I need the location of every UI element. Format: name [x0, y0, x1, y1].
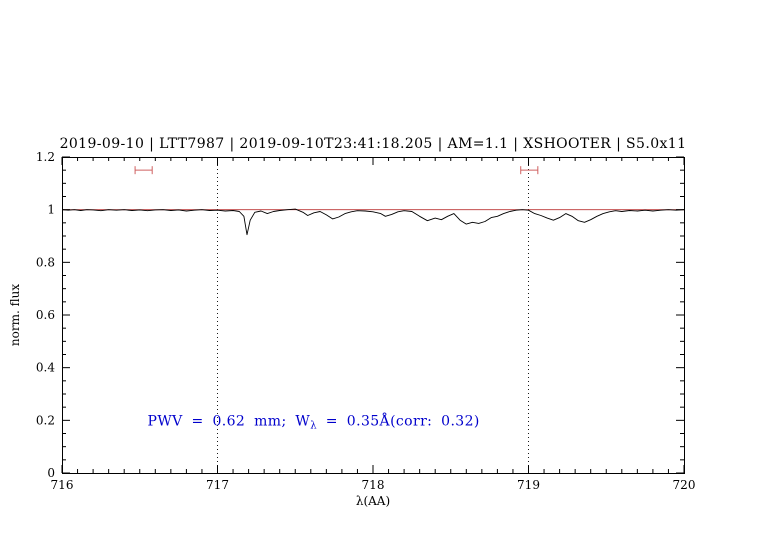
x-tick-label: 719 — [517, 478, 540, 492]
pwv-annotation-prefix: PWV = 0.62 mm; W — [148, 414, 311, 430]
spectrum-line — [61, 208, 685, 236]
pwv-annotation: PWV = 0.62 mm; Wλ = 0.35Å(corr: 0.32) — [148, 412, 480, 432]
x-tick-label: 718 — [362, 478, 385, 492]
pwv-annotation-suffix: = 0.35Å(corr: 0.32) — [317, 412, 480, 430]
y-axis-label: norm. flux — [8, 284, 22, 346]
y-tick-label: 1.2 — [36, 150, 55, 164]
plot-title: 2019-09-10 | LTT7987 | 2019-09-10T23:41:… — [60, 136, 687, 152]
y-tick-label: 0.6 — [36, 308, 55, 322]
y-tick-label: 0.8 — [36, 255, 55, 269]
x-tick-label: 717 — [206, 478, 229, 492]
y-tick-label: 0 — [47, 466, 55, 480]
pwv-annotation-lambda-subscript: λ — [310, 421, 317, 432]
x-axis-label: λ(AA) — [356, 494, 390, 508]
x-tick-label: 716 — [51, 478, 74, 492]
x-tick-label: 720 — [673, 478, 696, 492]
y-tick-label: 0.2 — [36, 413, 55, 427]
y-tick-label: 1 — [47, 203, 55, 217]
plot-content: 716 717 718 719 720 0 0.2 0.4 0.6 0.8 1 1.2 — [36, 150, 696, 492]
y-tick-label: 0.4 — [36, 361, 55, 375]
